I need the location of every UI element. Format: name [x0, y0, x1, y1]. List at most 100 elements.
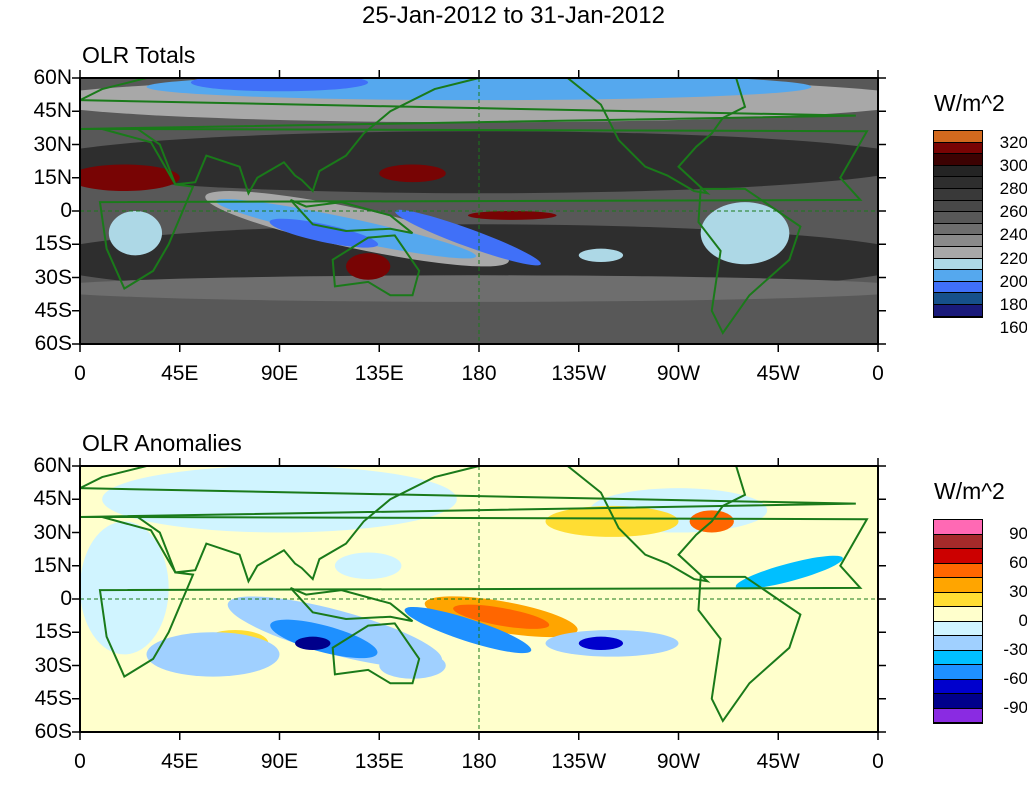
contour-region	[379, 164, 446, 183]
x-tick-label: 180	[461, 362, 497, 385]
x-tick-label: 180	[461, 750, 497, 773]
colorbar-swatch	[934, 563, 982, 578]
colorbar-label: 200	[999, 271, 1027, 291]
colorbar-swatch	[934, 708, 982, 723]
y-tick-label: 0	[60, 199, 72, 222]
contour-region	[80, 521, 169, 655]
colorbar-swatch	[934, 270, 982, 282]
colorbar-swatch	[934, 177, 982, 189]
continent-outline	[512, 465, 747, 583]
x-tick-label: 90W	[656, 362, 701, 385]
x-tick-label: 90E	[260, 362, 299, 385]
colorbar-swatch	[934, 636, 982, 651]
colorbar-label: 260	[999, 202, 1027, 222]
x-tick-label: 0	[872, 750, 884, 773]
colorbar-swatch	[934, 665, 982, 680]
colorbar-swatch	[934, 188, 982, 201]
colorbar-label: 60	[1009, 552, 1027, 572]
x-tick-label: 0	[74, 362, 86, 385]
colorbar-swatch	[934, 212, 982, 224]
colorbar-label: -30	[1003, 639, 1027, 659]
panel-title: OLR Totals	[82, 42, 196, 68]
y-tick-label: 15N	[33, 165, 72, 189]
colorbar-swatch	[934, 534, 982, 549]
colorbar-swatch	[934, 650, 982, 665]
x-tick-label: 90W	[656, 750, 701, 773]
x-tick-label: 135E	[354, 362, 404, 385]
continent-outline	[697, 575, 802, 723]
contour-region	[467, 211, 557, 220]
y-tick-label: 45S	[34, 686, 72, 710]
continent-outline	[79, 465, 856, 584]
colorbar-swatch	[934, 549, 982, 564]
y-tick-label: 45N	[33, 99, 72, 123]
colorbar-label: 300	[999, 155, 1027, 175]
colorbar-swatch	[934, 304, 982, 317]
x-tick-label: 135E	[354, 750, 404, 773]
colorbar-swatch	[934, 200, 982, 213]
colorbar-swatch	[934, 223, 982, 236]
colorbar-swatch	[934, 578, 982, 593]
colorbar-label: 320	[999, 132, 1027, 152]
colorbar-swatch	[934, 592, 982, 607]
colorbar-label: 0	[1018, 610, 1027, 630]
colorbar-swatch	[934, 607, 982, 622]
y-tick-label: 60N	[33, 66, 72, 89]
continent-outline	[289, 198, 414, 235]
contour-region	[379, 652, 446, 679]
colorbar-swatch	[934, 258, 982, 271]
x-tick-label: 90E	[260, 750, 299, 773]
continent-outline	[331, 622, 421, 685]
coastlines	[79, 465, 869, 723]
x-tick-label: 0	[872, 362, 884, 385]
y-tick-label: 60S	[34, 332, 72, 355]
contour-region	[295, 636, 331, 650]
colorbar-swatch	[934, 679, 982, 694]
colorbar-swatch	[934, 281, 982, 294]
colorbar-swatch	[934, 142, 982, 155]
y-tick-label: 30S	[34, 653, 72, 677]
contour-region	[146, 632, 280, 677]
y-tick-label: 15N	[33, 553, 72, 577]
x-tick-label: 135W	[551, 750, 607, 773]
colorbar-label: 160	[999, 318, 1027, 338]
contour-region	[190, 78, 369, 92]
x-tick-label: 45E	[161, 362, 199, 385]
contour-region	[700, 202, 790, 265]
colorbar-label: 90	[1009, 523, 1027, 543]
contour-region	[80, 164, 180, 192]
contour-region	[394, 209, 541, 266]
x-tick-label: 45W	[756, 750, 800, 773]
y-tick-label: 15S	[34, 620, 72, 644]
continent-outline	[512, 77, 747, 195]
contour-region	[453, 604, 550, 629]
y-tick-label: 45N	[33, 487, 72, 511]
panel-title: OLR Anomalies	[82, 430, 242, 456]
continent-outline	[79, 77, 856, 196]
colorbar	[933, 130, 983, 318]
x-tick-label: 0	[74, 750, 86, 773]
colorbar-label: -90	[1003, 697, 1027, 717]
y-tick-label: 60N	[33, 454, 72, 477]
colorbar-label: 30	[1009, 581, 1027, 601]
x-tick-label: 135W	[551, 362, 607, 385]
contour-region	[545, 505, 679, 537]
colorbar-units: W/m^2	[934, 478, 1005, 504]
y-tick-label: 30N	[33, 520, 72, 544]
colorbar-swatch	[934, 520, 982, 535]
contour-region	[334, 552, 402, 580]
colorbar	[933, 519, 983, 724]
colorbar-label: 220	[999, 248, 1027, 268]
colorbar-swatch	[934, 621, 982, 636]
y-tick-label: 15S	[34, 232, 72, 256]
coastlines	[79, 77, 869, 335]
colorbar-label: 180	[999, 295, 1027, 314]
y-tick-label: 60S	[34, 720, 72, 743]
colorbar-swatch	[934, 154, 982, 166]
contour-region	[108, 211, 163, 256]
colorbar-label: 240	[999, 225, 1027, 245]
contour-region	[578, 636, 624, 650]
y-tick-label: 30N	[33, 132, 72, 156]
